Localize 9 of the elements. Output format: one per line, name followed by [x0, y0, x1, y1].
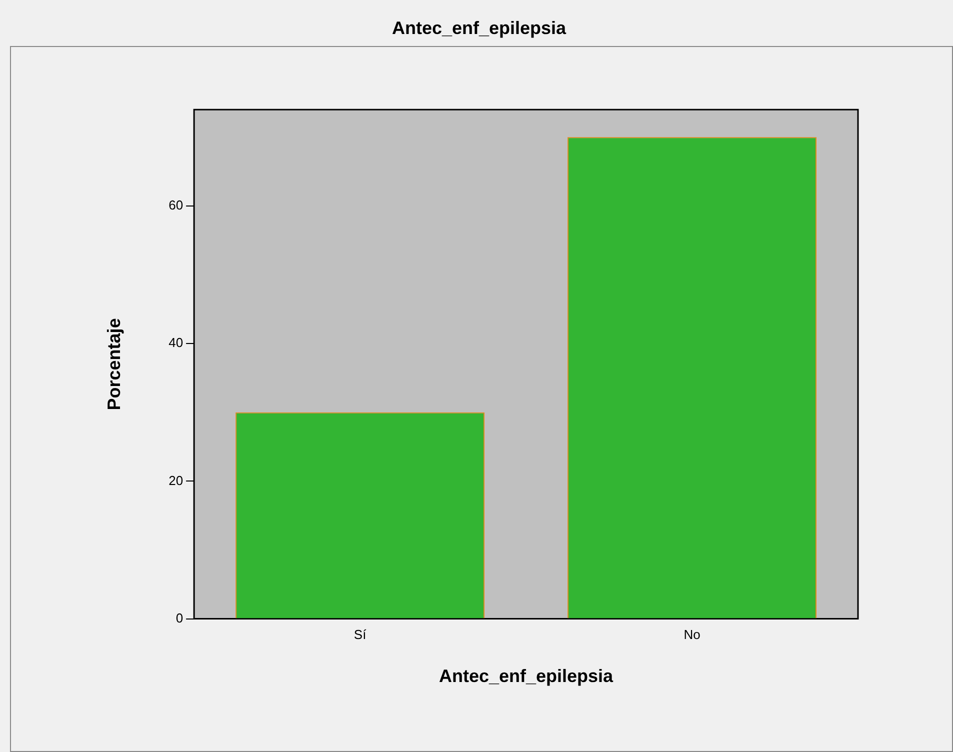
y-tick-label: 20: [168, 472, 184, 488]
y-tick-label: 60: [168, 198, 184, 213]
x-tick-label: No: [684, 627, 700, 642]
x-axis-title: Antec_enf_epilepsia: [438, 666, 614, 686]
y-tick-label: 40: [168, 335, 184, 350]
x-tick-label: Sí: [354, 627, 367, 642]
y-axis-title: Porcentaje: [104, 318, 124, 410]
chart-title: Antec_enf_epilepsia: [392, 18, 568, 38]
y-tick-label: 0: [176, 610, 184, 626]
